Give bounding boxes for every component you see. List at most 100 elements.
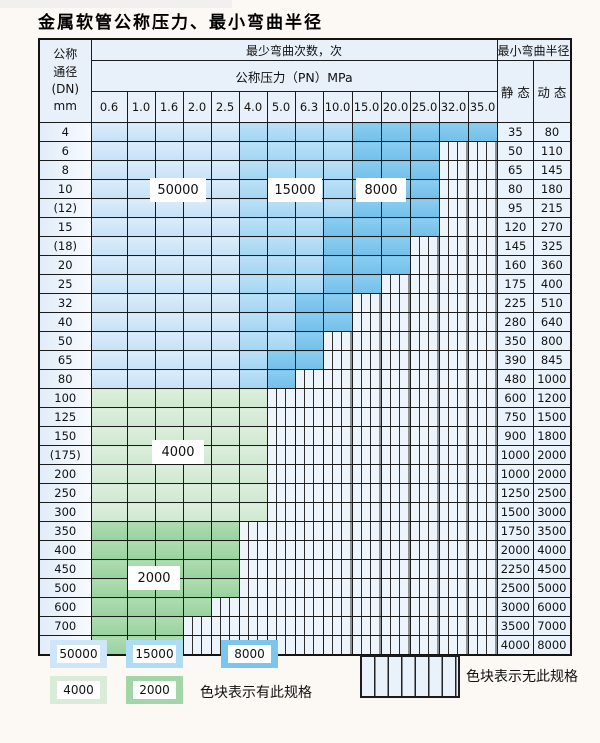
- spec-cell-b2: [294, 198, 324, 218]
- spec-cell-b1: [126, 312, 156, 332]
- no-spec-cell: [238, 616, 268, 636]
- no-spec-cell: [294, 521, 324, 541]
- spec-cell-b1: [90, 331, 128, 351]
- spec-cell-g1: [210, 502, 240, 522]
- spec-cell-b1: [210, 217, 240, 237]
- no-spec-cell: [438, 255, 469, 275]
- spec-cell-b3: [380, 255, 411, 275]
- no-spec-cell: [438, 369, 469, 389]
- spec-cell-b1: [126, 331, 156, 351]
- spec-cell-g1: [238, 464, 268, 484]
- spec-cell-g2: [154, 521, 184, 541]
- table-row-dn-100: 100 600 1200: [38, 388, 572, 408]
- spec-cell-b2: [266, 160, 296, 180]
- pressure-value: 35.0: [467, 91, 498, 123]
- no-spec-cell: [294, 483, 324, 503]
- spec-cell-b1: [154, 293, 184, 313]
- spec-cell-b2: [266, 293, 296, 313]
- no-spec-cell: [409, 559, 440, 579]
- no-spec-cell: [380, 559, 411, 579]
- no-spec-cell: [380, 369, 411, 389]
- spec-cell-g2: [90, 540, 128, 560]
- spec-cell-b2: [322, 141, 353, 161]
- spec-cell-b2: [294, 255, 324, 275]
- no-spec-cell: [266, 407, 296, 427]
- table-row-dn-50: 50 350 800: [38, 331, 572, 351]
- spec-cell-b1: [126, 160, 156, 180]
- legend-chip-50000: 50000: [50, 640, 107, 668]
- dn-cell: 450: [38, 559, 92, 579]
- no-spec-cell: [380, 293, 411, 313]
- no-spec-cell: [409, 255, 440, 275]
- dn-cell: 200: [38, 464, 92, 484]
- no-spec-cell: [467, 388, 498, 408]
- spec-cell-b2: [266, 255, 296, 275]
- dn-cell: 32: [38, 293, 92, 313]
- no-spec-cell: [238, 597, 268, 617]
- table-row-dn-12: (12) 95 215: [38, 198, 572, 218]
- spec-cell-g1: [238, 407, 268, 427]
- static-radius-cell: 95: [496, 198, 535, 218]
- spec-cell-b2: [238, 141, 268, 161]
- table-row-dn-250: 250 1250 2500: [38, 483, 572, 503]
- spec-cell-b2: [322, 122, 353, 142]
- dynamic-radius-cell: 1200: [533, 388, 572, 408]
- spec-cell-b1: [126, 293, 156, 313]
- spec-cell-g1: [210, 426, 240, 446]
- spec-cell-b1: [154, 122, 184, 142]
- pressure-value: 6.3: [294, 91, 324, 123]
- spec-cell-b1: [210, 160, 240, 180]
- no-spec-cell: [467, 369, 498, 389]
- no-spec-cell: [467, 331, 498, 351]
- spec-cell-b1: [154, 255, 184, 275]
- dynamic-radius-cell: 2000: [533, 445, 572, 465]
- dn-cell: 20: [38, 255, 92, 275]
- no-spec-cell: [467, 483, 498, 503]
- no-spec-cell: [266, 464, 296, 484]
- cycles-label-4000: 4000: [152, 440, 204, 464]
- spec-cell-b1: [90, 122, 128, 142]
- no-spec-cell: [380, 407, 411, 427]
- table-body: 4 35 80 6 50 110 8 65 145 10 80 180 (12) 95 215 15 120 27…: [38, 122, 572, 656]
- dn-cell: 8: [38, 160, 92, 180]
- dn-cell: 250: [38, 483, 92, 503]
- no-spec-cell: [438, 217, 469, 237]
- no-spec-cell: [438, 293, 469, 313]
- no-spec-cell: [266, 483, 296, 503]
- no-spec-cell: [380, 635, 411, 656]
- no-spec-cell: [380, 445, 411, 465]
- no-spec-cell: [438, 312, 469, 332]
- no-spec-cell: [238, 559, 268, 579]
- spec-cell-b2: [266, 312, 296, 332]
- spec-cell-b1: [126, 255, 156, 275]
- dynamic-radius-cell: 80: [533, 122, 572, 142]
- no-spec-cell: [322, 502, 353, 522]
- static-radius-cell: 160: [496, 255, 535, 275]
- header-row-1: 公称 通径 (DN) mm 最少弯曲次数，次 最小弯曲半径: [38, 38, 572, 123]
- no-spec-cell: [351, 369, 382, 389]
- spec-cell-b2: [238, 160, 268, 180]
- spec-cell-b3: [409, 198, 440, 218]
- no-spec-cell: [438, 464, 469, 484]
- dn-cell: 400: [38, 540, 92, 560]
- spec-cell-b1: [210, 350, 240, 370]
- no-spec-cell: [467, 559, 498, 579]
- static-radius-cell: 3000: [496, 597, 535, 617]
- spec-cell-g1: [182, 502, 212, 522]
- no-spec-cell: [294, 578, 324, 598]
- spec-cell-b3: [380, 122, 411, 142]
- no-spec-cell: [266, 426, 296, 446]
- no-spec-cell: [294, 540, 324, 560]
- spec-cell-g1: [154, 407, 184, 427]
- spec-cell-g1: [126, 426, 156, 446]
- spec-cell-b1: [210, 122, 240, 142]
- table-row-dn-500: 500 2500 5000: [38, 578, 572, 598]
- no-spec-cell: [322, 597, 353, 617]
- table-row-dn-15: 15 120 270: [38, 217, 572, 237]
- no-spec-cell: [467, 445, 498, 465]
- cycles-label-8000: 8000: [356, 178, 406, 202]
- no-spec-cell: [467, 350, 498, 370]
- static-radius-cell: 175: [496, 274, 535, 294]
- spec-cell-b3: [266, 369, 296, 389]
- spec-cell-b2: [238, 293, 268, 313]
